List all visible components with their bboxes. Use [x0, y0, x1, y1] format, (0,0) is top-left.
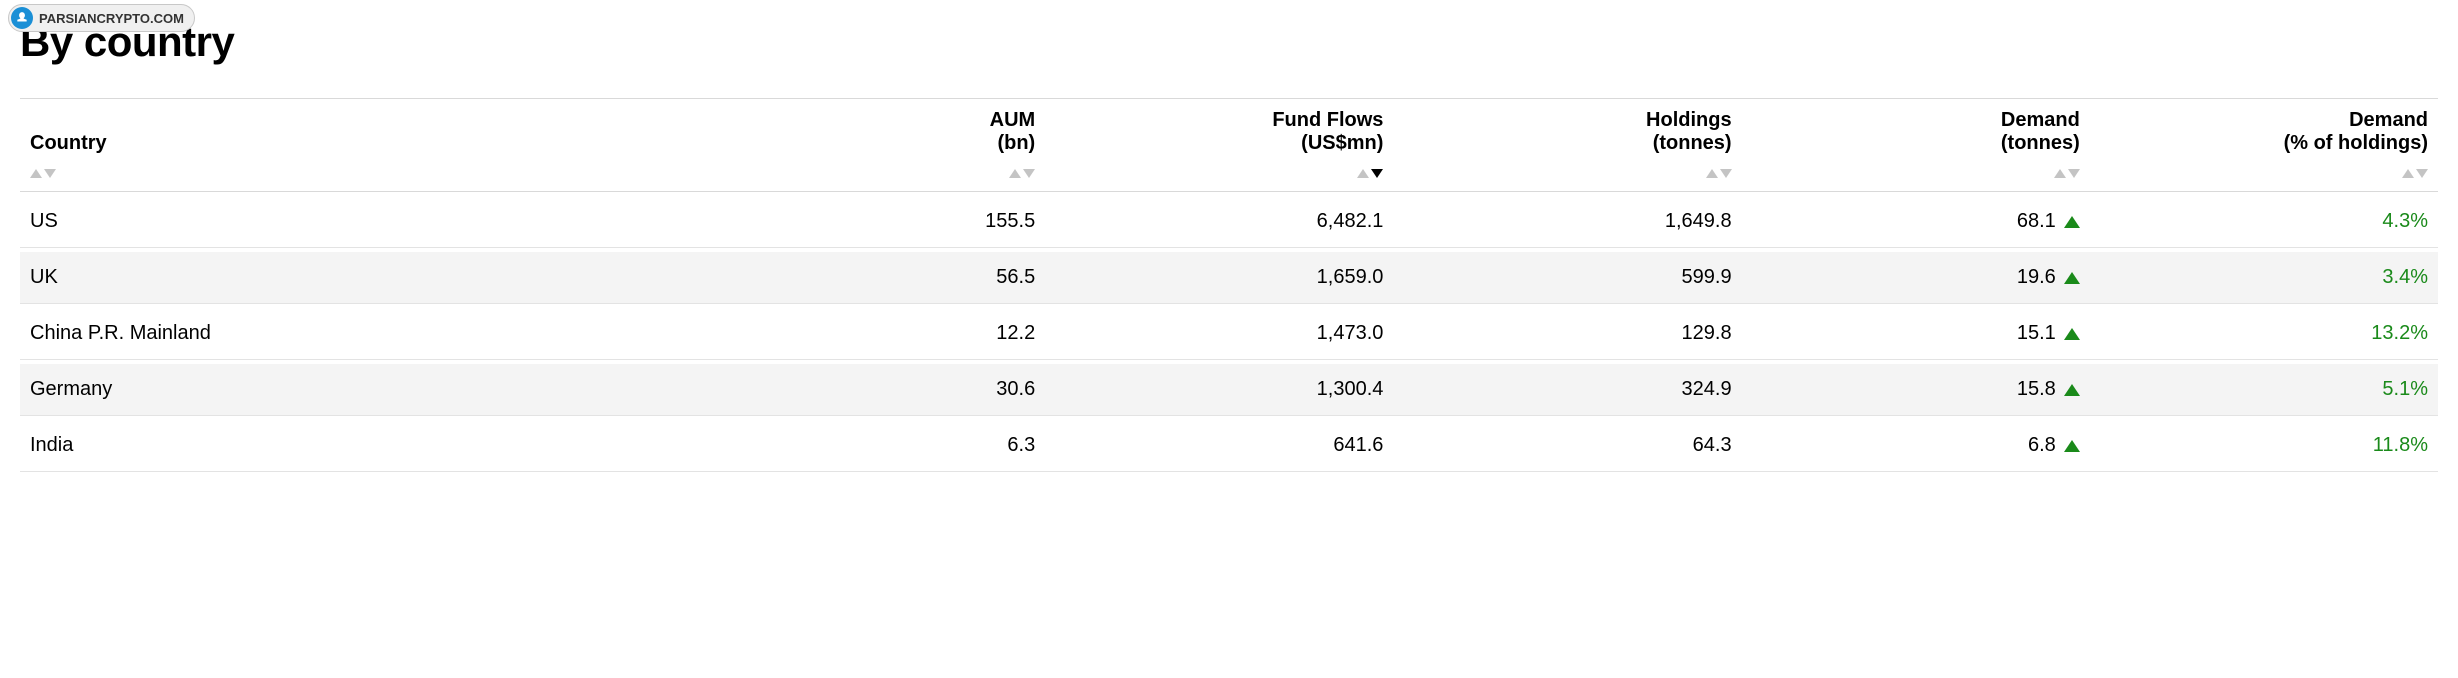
cell-country: China P.R. Mainland: [20, 308, 697, 360]
sort-asc-icon: [2402, 169, 2414, 178]
cell-holdings: 599.9: [1393, 252, 1741, 304]
sort-flows[interactable]: [1357, 169, 1383, 178]
demand-value: 6.8: [2028, 434, 2056, 457]
sort-desc-icon: [44, 169, 56, 178]
cell-flows: 1,659.0: [1045, 252, 1393, 304]
col-header-holdings[interactable]: Holdings (tonnes): [1393, 98, 1741, 155]
cell-demand-pct: 5.1%: [2090, 364, 2438, 416]
triangle-up-icon: [2064, 384, 2080, 396]
table-header-row: Country AUM (bn) Fund Flows (US$mn) Hold…: [20, 98, 2438, 155]
cell-country: US: [20, 196, 697, 248]
sort-demand-tonnes[interactable]: [2054, 169, 2080, 178]
cell-flows: 641.6: [1045, 420, 1393, 472]
watermark-icon: [11, 7, 33, 29]
table-row: Germany30.61,300.4324.9 15.8 5.1%: [20, 364, 2438, 416]
cell-flows: 1,473.0: [1045, 308, 1393, 360]
triangle-up-icon: [2064, 440, 2080, 452]
cell-holdings: 129.8: [1393, 308, 1741, 360]
cell-demand-tonnes: 6.8: [1742, 420, 2090, 472]
cell-demand-tonnes: 19.6: [1742, 252, 2090, 304]
cell-aum: 12.2: [697, 308, 1045, 360]
cell-holdings: 324.9: [1393, 364, 1741, 416]
sort-desc-icon: [2416, 169, 2428, 178]
sort-desc-icon: [1371, 169, 1383, 178]
cell-demand-tonnes: 15.1: [1742, 308, 2090, 360]
sort-aum[interactable]: [1009, 169, 1035, 178]
sort-asc-icon: [1009, 169, 1021, 178]
sort-desc-icon: [1720, 169, 1732, 178]
table-row: UK56.51,659.0599.9 19.6 3.4%: [20, 252, 2438, 304]
cell-demand-pct: 4.3%: [2090, 196, 2438, 248]
demand-value: 19.6: [2017, 266, 2056, 289]
cell-flows: 1,300.4: [1045, 364, 1393, 416]
demand-value: 15.1: [2017, 322, 2056, 345]
cell-demand-tonnes: 68.1: [1742, 196, 2090, 248]
sort-asc-icon: [30, 169, 42, 178]
cell-flows: 6,482.1: [1045, 196, 1393, 248]
sort-country[interactable]: [30, 169, 56, 178]
table-row: India6.3641.664.3 6.8 11.8%: [20, 420, 2438, 472]
watermark-label: PARSIANCRYPTO.COM: [39, 11, 184, 26]
cell-country: UK: [20, 252, 697, 304]
sort-asc-icon: [1706, 169, 1718, 178]
cell-country: Germany: [20, 364, 697, 416]
page-title: By country: [20, 18, 2438, 66]
cell-demand-pct: 13.2%: [2090, 308, 2438, 360]
table-row: US155.56,482.11,649.8 68.1 4.3%: [20, 196, 2438, 248]
col-header-flows[interactable]: Fund Flows (US$mn): [1045, 98, 1393, 155]
sort-asc-icon: [1357, 169, 1369, 178]
sort-asc-icon: [2054, 169, 2066, 178]
triangle-up-icon: [2064, 272, 2080, 284]
col-header-aum[interactable]: AUM (bn): [697, 98, 1045, 155]
cell-holdings: 1,649.8: [1393, 196, 1741, 248]
cell-holdings: 64.3: [1393, 420, 1741, 472]
cell-aum: 155.5: [697, 196, 1045, 248]
cell-demand-pct: 3.4%: [2090, 252, 2438, 304]
cell-aum: 56.5: [697, 252, 1045, 304]
sort-desc-icon: [1023, 169, 1035, 178]
table-row: China P.R. Mainland12.21,473.0129.8 15.1 1…: [20, 308, 2438, 360]
cell-demand-pct: 11.8%: [2090, 420, 2438, 472]
col-header-country[interactable]: Country: [20, 98, 697, 155]
cell-aum: 6.3: [697, 420, 1045, 472]
cell-country: India: [20, 420, 697, 472]
sort-controls-row: [20, 159, 2438, 192]
sort-holdings[interactable]: [1706, 169, 1732, 178]
triangle-up-icon: [2064, 216, 2080, 228]
country-table: Country AUM (bn) Fund Flows (US$mn) Hold…: [20, 94, 2438, 476]
cell-demand-tonnes: 15.8: [1742, 364, 2090, 416]
col-header-demand-tonnes[interactable]: Demand (tonnes): [1742, 98, 2090, 155]
col-header-demand-pct[interactable]: Demand (% of holdings): [2090, 98, 2438, 155]
cell-aum: 30.6: [697, 364, 1045, 416]
sort-desc-icon: [2068, 169, 2080, 178]
demand-value: 15.8: [2017, 378, 2056, 401]
triangle-up-icon: [2064, 328, 2080, 340]
sort-demand-pct[interactable]: [2402, 169, 2428, 178]
watermark-badge: PARSIANCRYPTO.COM: [8, 4, 195, 32]
demand-value: 68.1: [2017, 210, 2056, 233]
